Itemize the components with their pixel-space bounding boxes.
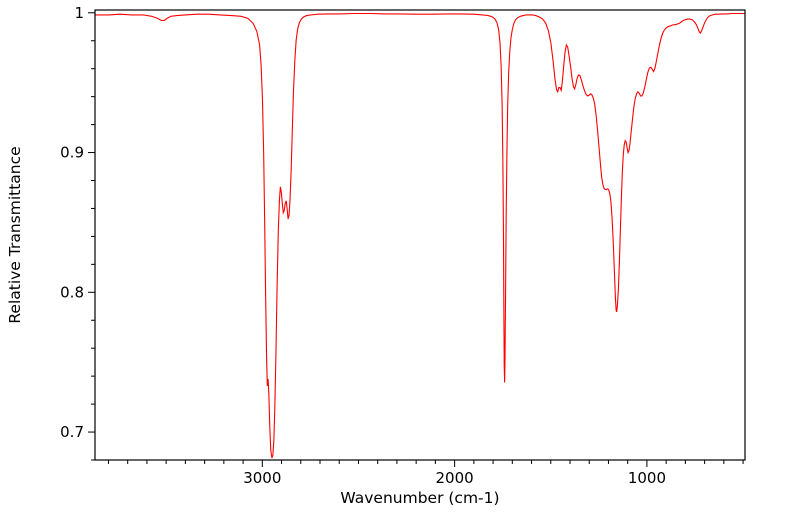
- x-axis-label: Wavenumber (cm-1): [340, 489, 499, 507]
- y-axis-tick-labels: 0.7 0.8 0.9 1: [60, 4, 84, 441]
- x-tick-label: 3000: [243, 469, 281, 487]
- x-axis-tick-labels: 3000 2000 1000: [243, 469, 666, 487]
- x-axis-ticks: [107, 460, 744, 467]
- y-tick-label: 0.7: [60, 423, 84, 441]
- plot-background: [95, 10, 745, 460]
- y-axis-ticks: [88, 12, 95, 461]
- x-tick-label: 2000: [436, 469, 474, 487]
- y-axis-label: Relative Transmittance: [6, 146, 24, 323]
- y-tick-label: 1: [74, 4, 84, 22]
- spectrum-series: [95, 12, 745, 459]
- y-tick-label: 0.9: [60, 144, 84, 162]
- spectrum-line: [95, 12, 745, 459]
- y-tick-label: 0.8: [60, 283, 84, 301]
- x-tick-label: 1000: [628, 469, 666, 487]
- plot-frame: [94, 9, 746, 461]
